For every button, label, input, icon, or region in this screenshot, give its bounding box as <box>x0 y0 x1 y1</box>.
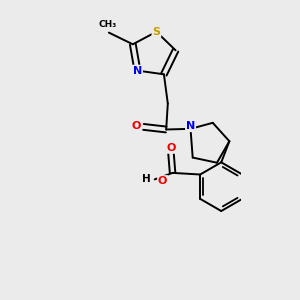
Text: S: S <box>152 27 160 37</box>
Text: CH₃: CH₃ <box>98 20 116 29</box>
Text: N: N <box>186 121 195 131</box>
Text: H: H <box>142 174 151 184</box>
Text: O: O <box>158 176 167 186</box>
Text: O: O <box>131 121 141 131</box>
Text: O: O <box>166 143 176 153</box>
Text: N: N <box>133 66 142 76</box>
